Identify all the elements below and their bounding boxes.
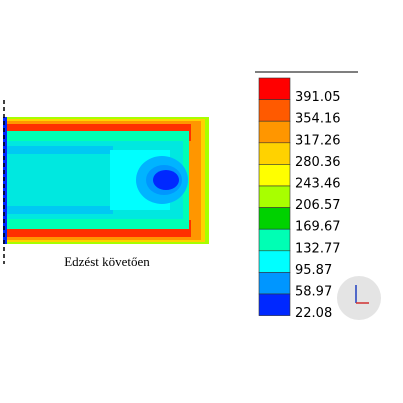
legend-label: 58.97 (295, 285, 332, 300)
axis-triad (337, 276, 381, 320)
legend-swatch (258, 120, 291, 144)
legend-label: 243.46 (295, 177, 341, 192)
legend-swatch (258, 99, 291, 122)
legend-label: 132.77 (295, 241, 341, 256)
legend: 391.05 354.16 317.26 280.36 243.46 206.57 169.… (258, 77, 341, 321)
legend-swatch (258, 77, 291, 100)
caption: Edzést követően (64, 254, 150, 269)
legend-swatch (258, 164, 291, 187)
legend-swatch (258, 250, 291, 273)
legend-swatch (258, 228, 291, 252)
legend-swatch (258, 293, 291, 316)
legend-swatch (258, 142, 291, 165)
contour-plot (3, 100, 209, 264)
legend-label: 391.05 (295, 90, 341, 105)
legend-label: 169.67 (295, 220, 341, 235)
legend-label: 354.16 (295, 112, 341, 127)
legend-label: 206.57 (295, 198, 341, 213)
legend-swatch (258, 272, 291, 295)
legend-label: 317.26 (295, 133, 341, 148)
legend-swatch (258, 207, 291, 230)
legend-label: 95.87 (295, 263, 332, 278)
legend-label: 22.08 (295, 306, 332, 321)
legend-swatch (258, 185, 291, 208)
legend-label: 280.36 (295, 155, 341, 170)
